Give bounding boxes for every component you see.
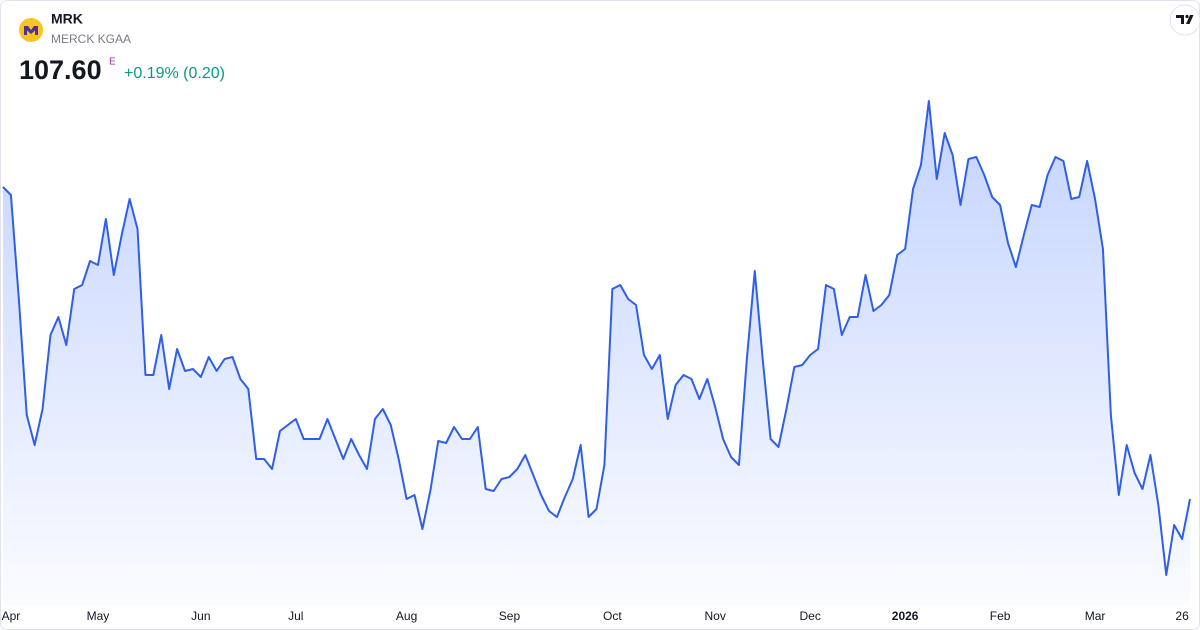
x-tick-label: Nov: [705, 609, 726, 623]
x-tick-label: 2026: [892, 609, 919, 623]
area-fill: [3, 101, 1190, 605]
price-line: [2, 100, 1191, 576]
x-tick-label: Aug: [396, 609, 417, 623]
tradingview-logo[interactable]: [1169, 4, 1200, 36]
logo-mark: [24, 26, 38, 35]
x-tick-label: Oct: [603, 609, 622, 623]
price-flag: E: [109, 57, 116, 68]
ticker: MRK: [51, 11, 83, 27]
plot-area: [2, 100, 1191, 605]
price: 107.60: [19, 55, 102, 85]
x-tick-label: Apr: [2, 609, 21, 623]
x-tick-label: Jun: [191, 609, 210, 623]
x-tick-label: Feb: [990, 609, 1011, 623]
x-tick-label: Sep: [499, 609, 521, 623]
x-tick-label: Dec: [799, 609, 820, 623]
x-tick-label: Jul: [288, 609, 303, 623]
price-change: +0.19% (0.20): [124, 65, 225, 82]
x-tick-label: Mar: [1085, 609, 1106, 623]
company-name: MERCK KGAA: [51, 32, 131, 46]
x-tick-label: 26: [1175, 609, 1189, 623]
x-tick-label: May: [87, 609, 110, 623]
